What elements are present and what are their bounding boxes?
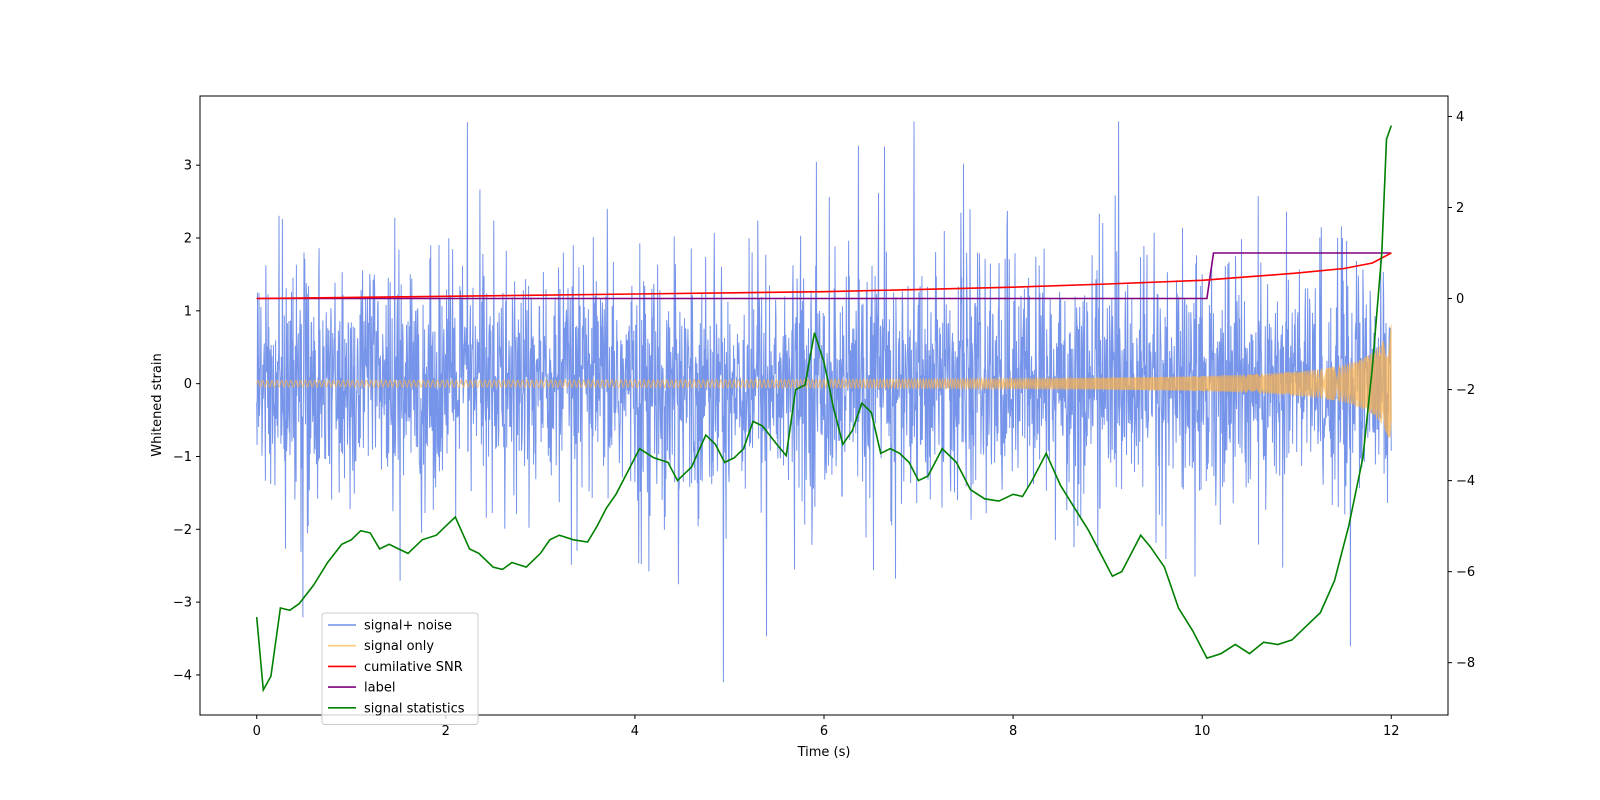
y2-tick-label: 0 — [1456, 292, 1464, 307]
series-cumulative-snr — [256, 252, 1392, 300]
x-tick-label: 8 — [1009, 724, 1017, 739]
legend-label: label — [364, 681, 395, 696]
y2-tick-label: −2 — [1456, 383, 1475, 398]
y-tick-label: 3 — [184, 159, 192, 174]
y-tick-label: 1 — [184, 304, 192, 319]
y-tick-label: −4 — [173, 668, 192, 683]
x-tick-label: 6 — [820, 724, 828, 739]
y-axis-label: Whitened strain — [150, 353, 165, 456]
series-signal-statistics — [255, 125, 1393, 693]
y-tick-label: −1 — [173, 450, 192, 465]
series-layer — [255, 121, 1393, 693]
y2-tick-label: 4 — [1456, 110, 1464, 125]
legend: signal+ noise signal only cumilative SNR la… — [321, 612, 479, 725]
legend-label: signal only — [364, 639, 434, 654]
legend-label: cumilative SNR — [364, 660, 463, 675]
series-label — [256, 252, 1392, 300]
y-tick-label: 2 — [184, 232, 192, 247]
y-tick-label: −2 — [173, 523, 192, 538]
series-signal-noise — [256, 121, 1392, 683]
legend-box — [321, 612, 479, 725]
y2-tick-label: −8 — [1456, 656, 1475, 671]
y2-tick-label: −4 — [1456, 474, 1475, 489]
x-tick-label: 0 — [253, 724, 261, 739]
y-tick-label: 0 — [184, 377, 192, 392]
y2-tick-label: −6 — [1456, 565, 1475, 580]
x-tick-label: 4 — [631, 724, 639, 739]
x-tick-label: 12 — [1383, 724, 1400, 739]
legend-label: signal statistics — [364, 701, 465, 716]
y2-tick-label: 2 — [1456, 201, 1464, 216]
x-tick-label: 2 — [442, 724, 450, 739]
y-tick-label: −3 — [173, 596, 192, 611]
x-tick-label: 10 — [1194, 724, 1211, 739]
series-signal-only — [256, 324, 1392, 438]
legend-label: signal+ noise — [364, 619, 452, 634]
x-axis-label: Time (s) — [797, 745, 851, 760]
